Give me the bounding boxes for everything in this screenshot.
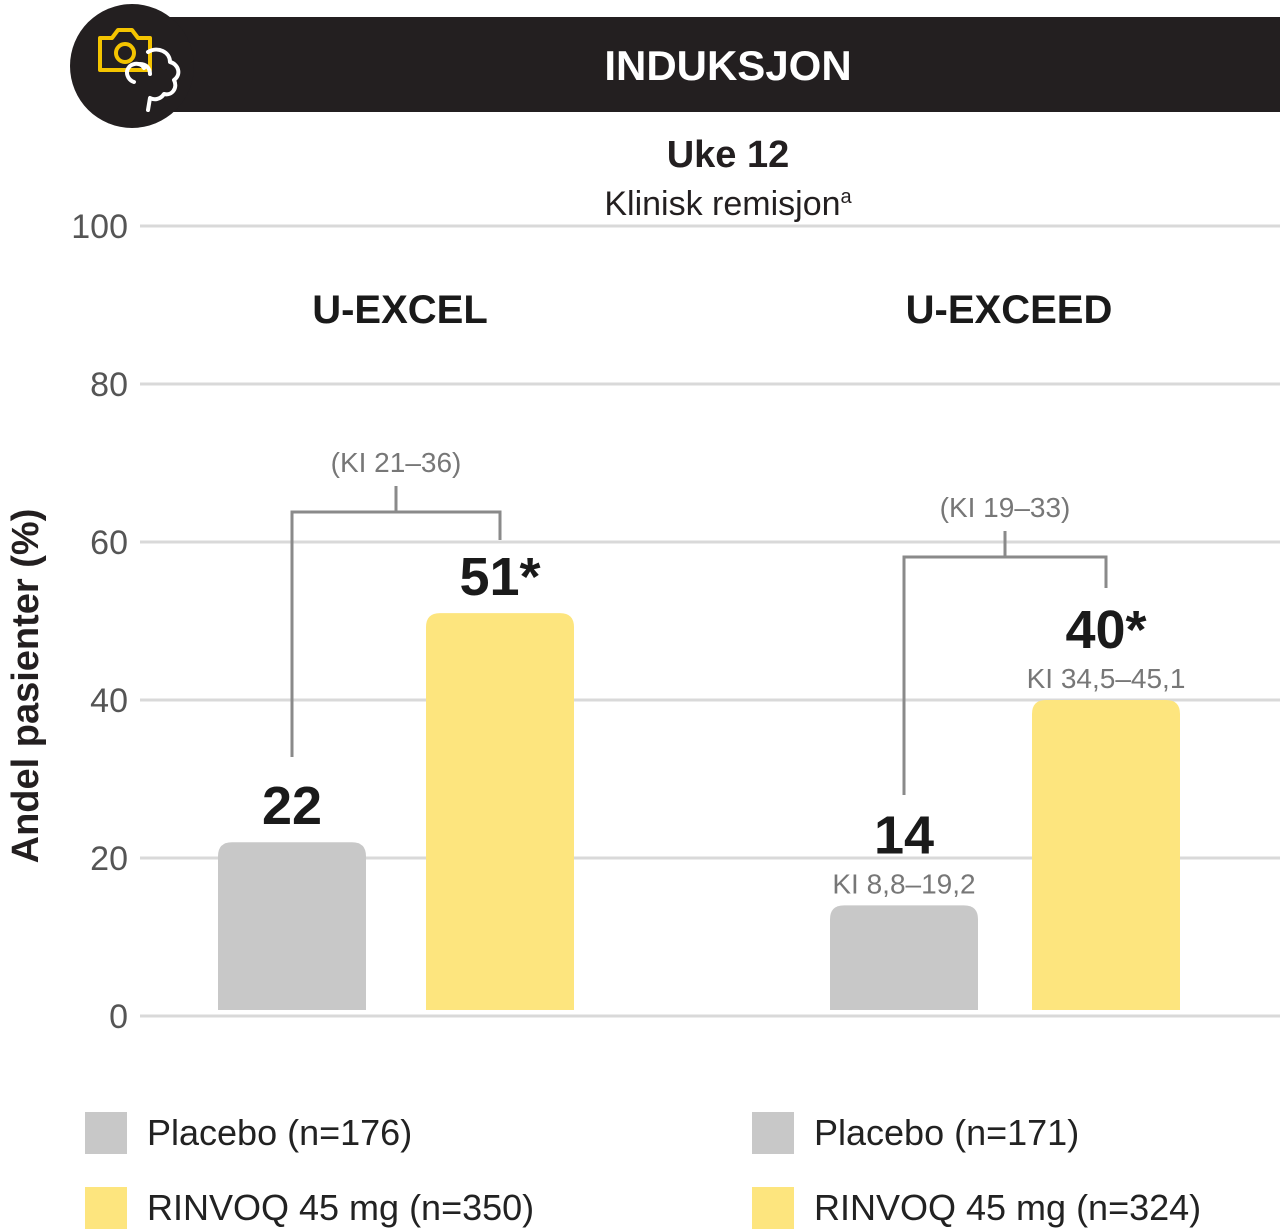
bar-placebo xyxy=(830,905,978,1010)
y-tick-labels: 0 20 40 60 80 100 xyxy=(71,208,128,1036)
chart-subtitle: Klinisk remisjona xyxy=(604,185,852,223)
header-banner xyxy=(120,17,1280,112)
legend-swatch-placebo xyxy=(85,1112,127,1154)
group-labels: U-EXCEL U-EXCEED xyxy=(312,288,1112,332)
legend-swatch-rinvoq xyxy=(85,1187,127,1229)
legend-item-right-placebo: Placebo (n=171) xyxy=(752,1112,1079,1154)
y-tick-label: 40 xyxy=(90,682,128,720)
y-axis-label: Andel pasienter (%) xyxy=(5,509,47,864)
chart-title: Uke 12 xyxy=(667,134,790,176)
legend-item-right-rinvoq: RINVOQ 45 mg (n=324) xyxy=(752,1187,1201,1229)
y-tick-label: 100 xyxy=(71,208,128,246)
chart-subtitle-sup: a xyxy=(841,186,853,208)
ci-label: KI 8,8–19,2 xyxy=(832,868,975,899)
value-label: 14 xyxy=(874,805,934,865)
legend-swatch-placebo xyxy=(752,1112,794,1154)
bar-rinvoq xyxy=(426,613,574,1010)
legend-label: Placebo (n=176) xyxy=(147,1112,413,1153)
camera-intestine-icon xyxy=(98,28,181,112)
value-label: 51* xyxy=(459,547,540,607)
y-tick-label: 80 xyxy=(90,366,128,404)
bracket-label: (KI 19–33) xyxy=(940,492,1071,523)
ci-label: KI 34,5–45,1 xyxy=(1027,663,1186,694)
legend-label: RINVOQ 45 mg (n=324) xyxy=(814,1187,1202,1228)
header-title: INDUKSJON xyxy=(604,42,851,89)
bars: 22 51* KI 8,8–19,214 KI 34,5–45,140* xyxy=(218,547,1185,1010)
y-tick-label: 20 xyxy=(90,840,128,878)
legend-item-left-placebo: Placebo (n=176) xyxy=(85,1112,412,1154)
bracket-label: (KI 21–36) xyxy=(331,447,462,478)
legend-swatch-rinvoq xyxy=(752,1187,794,1229)
significance-brackets: (KI 21–36) (KI 19–33) xyxy=(290,447,1108,795)
y-tick-label: 60 xyxy=(90,524,128,562)
chart-subtitle-text: Klinisk remisjon xyxy=(604,185,840,223)
value-label: 22 xyxy=(262,776,322,836)
y-tick-label: 0 xyxy=(109,998,128,1036)
group-label: U-EXCEL xyxy=(312,288,488,332)
legend-label: RINVOQ 45 mg (n=350) xyxy=(147,1187,535,1228)
group-label: U-EXCEED xyxy=(906,288,1113,332)
bar-placebo xyxy=(218,842,366,1010)
bar-rinvoq xyxy=(1032,700,1180,1010)
legend-item-left-rinvoq: RINVOQ 45 mg (n=350) xyxy=(85,1187,534,1229)
value-label: 40* xyxy=(1065,600,1146,660)
legend-label: Placebo (n=171) xyxy=(814,1112,1080,1153)
